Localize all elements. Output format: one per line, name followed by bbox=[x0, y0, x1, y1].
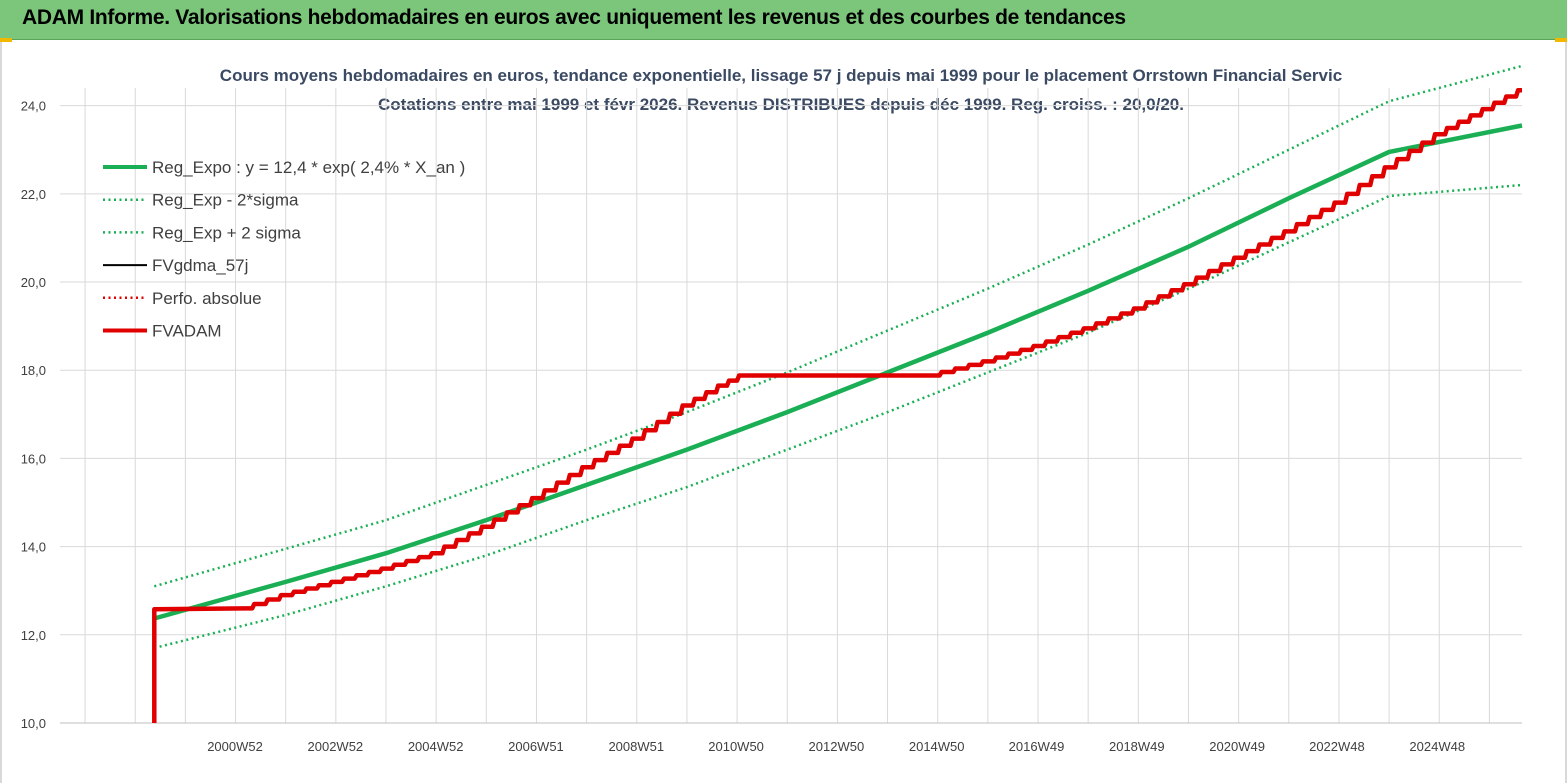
y-tick-label: 12,0 bbox=[21, 628, 46, 643]
y-tick-label: 18,0 bbox=[21, 363, 46, 378]
legend-label: FVgdma_57j bbox=[152, 256, 248, 275]
vertical-gridlines bbox=[84, 88, 1490, 723]
x-tick-label: 2018W49 bbox=[1109, 739, 1165, 754]
y-tick-label: 10,0 bbox=[21, 716, 46, 731]
x-tick-label: 2016W49 bbox=[1009, 739, 1065, 754]
chart-frame bbox=[0, 40, 1567, 783]
legend-label: FVADAM bbox=[152, 322, 222, 341]
series-line-2 bbox=[153, 64, 1523, 588]
x-tick-label: 2004W52 bbox=[408, 739, 464, 754]
x-tick-label: 2010W50 bbox=[708, 739, 764, 754]
x-tick-label: 2002W52 bbox=[308, 739, 364, 754]
y-tick-labels: 10,0 12,0 14,0 16,0 18,0 20,0 22,0 24,0 bbox=[21, 99, 46, 731]
chart-subtitle: Cotations entre mai 1999 et févr 2026. R… bbox=[378, 95, 1184, 114]
legend-label: Reg_Exp - 2*sigma bbox=[152, 191, 299, 210]
legend-label: Reg_Exp + 2 sigma bbox=[152, 223, 301, 242]
header-banner: ADAM Informe. Valorisations hebdomadaire… bbox=[0, 0, 1567, 40]
corner-marker-left bbox=[0, 38, 12, 42]
series-line-0 bbox=[153, 123, 1523, 621]
chart-title: Cours moyens hebdomadaires en euros, ten… bbox=[220, 66, 1342, 85]
x-tick-labels: 2000W52 2002W52 2004W52 2006W51 2008W51 2010W… bbox=[207, 739, 1465, 754]
y-tick-label: 20,0 bbox=[21, 275, 46, 290]
x-tick-label: 2024W48 bbox=[1409, 739, 1465, 754]
x-tick-label: 2008W51 bbox=[608, 739, 664, 754]
x-tick-label: 2012W50 bbox=[809, 739, 865, 754]
corner-marker-right bbox=[1555, 38, 1567, 42]
x-tick-label: 2022W48 bbox=[1309, 739, 1365, 754]
x-tick-label: 2014W50 bbox=[909, 739, 965, 754]
y-tick-label: 24,0 bbox=[21, 99, 46, 114]
series-lines bbox=[152, 64, 1523, 723]
x-tick-label: 2020W49 bbox=[1209, 739, 1265, 754]
series-line-5 bbox=[152, 87, 1522, 723]
x-tick-label: 2000W52 bbox=[207, 739, 263, 754]
page-title: ADAM Informe. Valorisations hebdomadaire… bbox=[22, 6, 1126, 29]
y-tick-label: 22,0 bbox=[21, 187, 46, 202]
y-tick-label: 14,0 bbox=[21, 540, 46, 555]
legend: Reg_Expo : y = 12,4 * exp( 2,4% * X_an )… bbox=[103, 158, 465, 341]
series-line-1 bbox=[153, 183, 1523, 650]
x-tick-label: 2006W51 bbox=[508, 739, 564, 754]
legend-label: Reg_Expo : y = 12,4 * exp( 2,4% * X_an ) bbox=[152, 158, 465, 177]
legend-label: Perfo. absolue bbox=[152, 289, 262, 308]
y-tick-label: 16,0 bbox=[21, 451, 46, 466]
chart: Cours moyens hebdomadaires en euros, ten… bbox=[21, 64, 1523, 754]
